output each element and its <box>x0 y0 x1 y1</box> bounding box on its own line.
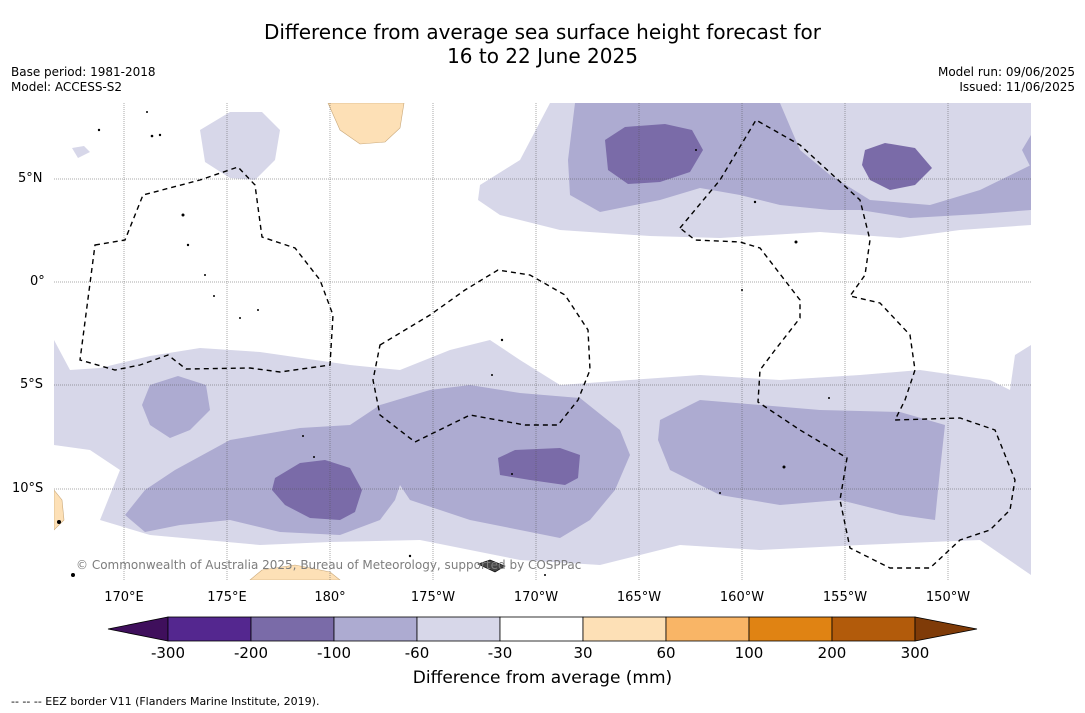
colorbar-segment <box>831 616 916 642</box>
colorbar-segment <box>167 616 252 642</box>
colorbar-tick: 300 <box>900 644 930 662</box>
colorbar-title: Difference from average (mm) <box>412 668 673 688</box>
colorbar-extend-min <box>107 616 169 642</box>
base-period: Base period: 1981-2018 <box>11 65 156 79</box>
lon-label-165w: 165°W <box>616 590 662 605</box>
lon-label-155w: 155°W <box>822 590 868 605</box>
lon-label-170e: 170°E <box>104 590 144 605</box>
colorbar-segment <box>748 616 833 642</box>
colorbar-tick: 30 <box>573 644 593 662</box>
model-name: Model: ACCESS-S2 <box>11 80 123 94</box>
lat-label-0: 0° <box>30 274 45 289</box>
colorbar-tick: -30 <box>487 644 513 662</box>
eez-legend: -- -- -- EEZ border V11 (Flanders Marine… <box>11 695 320 708</box>
anomaly-band-minus100 <box>272 124 932 520</box>
colorbar-tick: -60 <box>404 644 430 662</box>
lat-label-10s: 10°S <box>12 481 44 496</box>
lon-label-175e: 175°E <box>207 590 247 605</box>
colorbar-tick: 200 <box>817 644 847 662</box>
graticule <box>54 103 1031 580</box>
lon-label-170w: 170°W <box>513 590 559 605</box>
issued-date: Issued: 11/06/2025 <box>959 80 1075 94</box>
lat-label-5s: 5°S <box>20 377 44 392</box>
lon-label-180: 180° <box>314 590 346 605</box>
meta-right: Model run: 09/06/2025 Issued: 11/06/2025 <box>938 65 1075 95</box>
eez-borders <box>79 119 1016 569</box>
colorbar-segment <box>250 616 335 642</box>
chart-title: Difference from average sea surface heig… <box>0 20 1085 68</box>
colorbar-tick: -100 <box>316 644 352 662</box>
lat-label-5n: 5°N <box>18 171 43 186</box>
colorbar-segment <box>499 616 584 642</box>
colorbar-tick: -200 <box>233 644 269 662</box>
model-run: Model run: 09/06/2025 <box>937 65 1075 79</box>
colorbar-segment <box>582 616 667 642</box>
colorbar-segment <box>416 616 501 642</box>
colorbar-segment <box>333 616 418 642</box>
islands <box>57 111 830 577</box>
colorbar-tick: 60 <box>656 644 676 662</box>
colorbar-segment <box>665 616 750 642</box>
copyright-credit: © Commonwealth of Australia 2025, Bureau… <box>76 558 582 572</box>
meta-left: Base period: 1981-2018 Model: ACCESS-S2 <box>11 65 156 95</box>
colorbar-tick: -300 <box>150 644 186 662</box>
title-line-1: Difference from average sea surface heig… <box>263 20 822 44</box>
lon-label-175w: 175°W <box>410 590 456 605</box>
colorbar-extend-max <box>914 616 978 642</box>
island-group <box>477 559 506 573</box>
lon-label-160w: 160°W <box>719 590 765 605</box>
lon-label-150w: 150°W <box>925 590 971 605</box>
anomaly-band-plus30 <box>54 103 405 580</box>
title-line-2: 16 to 22 June 2025 <box>447 44 638 68</box>
colorbar-tick: 100 <box>734 644 764 662</box>
